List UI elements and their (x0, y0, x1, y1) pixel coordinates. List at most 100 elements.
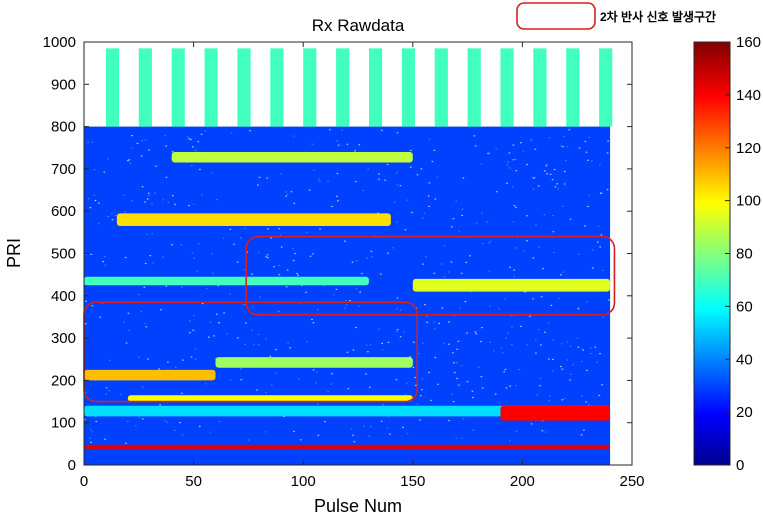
heatmap-speckle (275, 349, 277, 351)
heatmap-speckle (399, 336, 402, 338)
heatmap-speckle (392, 247, 395, 249)
heatmap-column (303, 48, 317, 127)
heatmap-speckle (94, 416, 97, 418)
heatmap-speckle (384, 179, 386, 181)
heatmap-speckle (423, 212, 426, 214)
heatmap-speckle (520, 325, 522, 327)
heatmap-speckle (199, 425, 201, 427)
heatmap-speckle (549, 395, 551, 397)
heatmap-speckle (598, 394, 601, 397)
heatmap-speckle (362, 189, 365, 192)
heatmap-speckle (188, 205, 190, 207)
heatmap-speckle (481, 387, 484, 389)
heatmap-speckle (451, 393, 453, 395)
heatmap-speckle (475, 222, 478, 224)
heatmap-speckle (478, 366, 480, 368)
heatmap-column (237, 48, 251, 127)
heatmap-speckle (529, 315, 531, 317)
heatmap-speckle (138, 294, 140, 296)
heatmap-speckle (530, 140, 533, 142)
heatmap-speckle (355, 287, 358, 289)
heatmap-speckle (313, 169, 315, 171)
heatmap-speckle (471, 390, 474, 392)
heatmap-speckle (532, 298, 534, 300)
heatmap-speckle (534, 176, 536, 178)
heatmap-speckle (165, 285, 168, 287)
heatmap-speckle (533, 177, 535, 179)
heatmap-speckle (469, 255, 471, 257)
x-axis-ticks: 0 50 100 150 200 250 (80, 42, 645, 490)
heatmap-speckle (508, 167, 511, 169)
heatmap-speckle (180, 244, 183, 246)
legend-marker (516, 2, 596, 30)
heatmap-speckle (596, 361, 598, 363)
heatmap-speckle (526, 344, 529, 346)
heatmap-speckle (425, 256, 427, 258)
heatmap-speckle (345, 304, 348, 306)
heatmap-speckle (312, 369, 315, 371)
heatmap-speckle (296, 272, 298, 275)
heatmap-speckle (387, 416, 390, 418)
heatmap-speckle (578, 147, 581, 149)
heatmap-speckle (419, 419, 421, 421)
heatmap-speckle (508, 152, 511, 154)
heatmap-speckle (111, 219, 114, 221)
heatmap-speckle (353, 441, 356, 443)
heatmap-speckle (531, 176, 534, 179)
heatmap-speckle (99, 316, 102, 318)
heatmap-speckle (149, 255, 152, 257)
heatmap-speckle (544, 331, 546, 333)
heatmap-speckle (599, 353, 601, 355)
heatmap-speckle (344, 307, 346, 309)
heatmap-speckle (331, 205, 333, 208)
heatmap-speckle (413, 341, 415, 343)
heatmap-speckle (89, 207, 92, 209)
heatmap-speckle (487, 152, 489, 155)
heatmap-speckle (526, 240, 528, 242)
heatmap-speckle (245, 322, 247, 324)
heatmap-speckle (535, 352, 537, 354)
heatmap-speckle (552, 215, 554, 217)
heatmap-speckle (148, 149, 150, 151)
heatmap-speckle (257, 252, 260, 254)
heatmap-speckle (576, 337, 579, 339)
heatmap-speckle (547, 322, 550, 324)
heatmap-speckle (421, 389, 423, 391)
heatmap-speckle (205, 287, 208, 290)
heatmap-speckle (285, 286, 288, 288)
heatmap-speckle (382, 404, 384, 406)
y-tick-label: 900 (51, 76, 76, 93)
heatmap-speckle (428, 182, 431, 184)
heatmap-speckle (562, 146, 564, 148)
heatmap-speckle (217, 285, 220, 287)
heatmap-speckle (569, 345, 572, 347)
heatmap-speckle (452, 218, 455, 220)
heatmap-speckle (279, 234, 282, 236)
heatmap-speckle (606, 152, 609, 154)
heatmap-speckle (341, 129, 343, 131)
heatmap-speckle (509, 385, 511, 387)
heatmap-speckle (316, 371, 318, 373)
heatmap-speckle (317, 308, 319, 311)
heatmap-speckle (513, 269, 515, 271)
heatmap-speckle (542, 268, 544, 270)
heatmap-speckle (312, 253, 314, 255)
heatmap-speckle (327, 180, 329, 182)
heatmap-speckle (455, 437, 458, 439)
x-tick-label: 250 (619, 473, 644, 490)
heatmap-speckle (561, 399, 564, 401)
heatmap-speckle (433, 149, 436, 151)
heatmap-speckle (515, 247, 517, 249)
heatmap-speckle (562, 271, 564, 273)
heatmap-speckle (181, 434, 184, 436)
heatmap-speckle (554, 186, 557, 188)
heatmap-speckle (601, 384, 603, 386)
heatmap-speckle (512, 186, 514, 188)
heatmap-column (434, 48, 448, 127)
heatmap-speckle (347, 388, 350, 390)
heatmap-speckle (395, 379, 398, 381)
heatmap-speckle (540, 344, 542, 346)
heatmap-speckle (450, 261, 453, 263)
heatmap-speckle (545, 165, 548, 167)
heatmap-speckle (144, 201, 146, 203)
